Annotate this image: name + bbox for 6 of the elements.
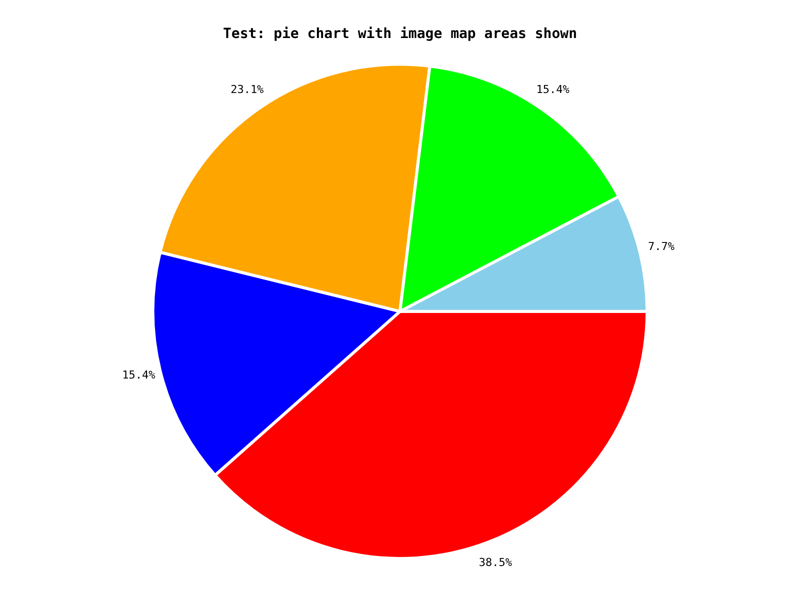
data-label: 7.7%: [648, 240, 675, 253]
data-label: 15.4%: [536, 82, 570, 96]
data-label: 23.1%: [230, 82, 264, 96]
chart-title: Test: pie chart with image map areas shown: [222, 26, 578, 42]
data-label: 38.5%: [478, 556, 512, 569]
data-label: 15.4%: [122, 368, 156, 382]
